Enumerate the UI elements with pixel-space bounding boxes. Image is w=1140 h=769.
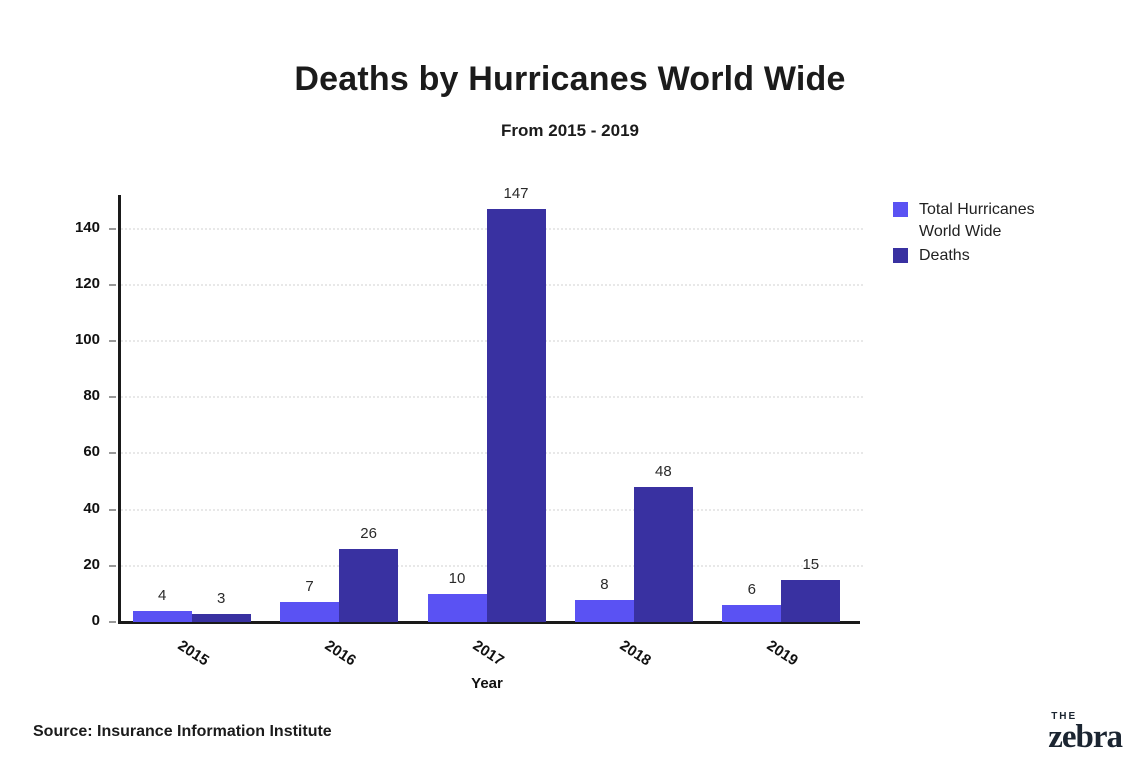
y-axis-line (118, 195, 121, 624)
y-tick-label-140: 140 (74, 218, 100, 236)
y-tick-mark-60 (109, 452, 116, 455)
bar-value-deaths-2016: 26 (360, 524, 377, 542)
zebra-logo-the: THE (1051, 711, 1078, 722)
y-tick-label-100: 100 (74, 331, 100, 349)
y-tick-mark-80 (109, 396, 116, 399)
bar-deaths-2016 (339, 548, 399, 622)
y-tick-mark-100 (109, 340, 116, 343)
bar-value-deaths-2019: 15 (802, 555, 820, 573)
chart-title: Deaths by Hurricanes World Wide (294, 60, 846, 98)
y-tick-label-0: 0 (91, 612, 100, 629)
zebra-logo: THE zebra (1048, 711, 1123, 755)
y-tick-mark-120 (109, 283, 116, 286)
x-tick-label-2018: 2018 (616, 637, 654, 670)
bar-value-deaths-2017: 147 (503, 185, 529, 203)
bar-value-deaths-2018: 48 (655, 463, 672, 481)
bar-value-total-hurricanes-world-wide-2015: 4 (158, 586, 167, 604)
legend-swatch-deaths (893, 248, 908, 263)
bar-total-hurricanes-world-wide-2017 (427, 593, 487, 622)
bar-deaths-2019 (781, 579, 841, 622)
x-tick-label-2015: 2015 (174, 637, 212, 670)
bar-total-hurricanes-world-wide-2019 (722, 605, 782, 622)
legend-swatch-total-hurricanes-world-wide (893, 202, 908, 217)
chart-subtitle: From 2015 - 2019 (501, 121, 639, 140)
y-tick-label-60: 60 (83, 443, 100, 461)
y-tick-mark-0 (109, 621, 116, 623)
y-tick-mark-140 (109, 227, 116, 230)
bar-value-total-hurricanes-world-wide-2016: 7 (305, 578, 314, 596)
x-axis-line (118, 621, 860, 624)
bar-total-hurricanes-world-wide-2016 (280, 602, 340, 622)
x-axis-title: Year (471, 675, 503, 692)
y-tick-label-120: 120 (74, 274, 100, 292)
bar-value-deaths-2015: 3 (217, 589, 226, 607)
zebra-logo-wordmark: zebra (1048, 719, 1123, 755)
x-tick-label-2017: 2017 (469, 637, 507, 670)
bar-value-total-hurricanes-world-wide-2019: 6 (747, 581, 756, 599)
x-tick-label-2019: 2019 (764, 637, 802, 670)
bar-deaths-2018 (633, 487, 693, 622)
x-tick-label-2016: 2016 (321, 637, 360, 670)
bar-deaths-2015 (191, 613, 251, 622)
bar-value-total-hurricanes-world-wide-2017: 10 (448, 569, 466, 587)
y-tick-label-40: 40 (83, 499, 100, 517)
legend-label-total-hurricanes-world-wide: Total Hurricanes World Wide (919, 201, 1035, 240)
y-tick-mark-40 (109, 508, 116, 511)
legend-label-deaths: Deaths (919, 247, 970, 264)
legend-item-total-hurricanes-world-wide: Total Hurricanes World Wide (893, 199, 1063, 243)
bar-deaths-2017 (486, 209, 546, 622)
source-text: Source: Insurance Information Institute (33, 723, 332, 740)
chart-legend: Total Hurricanes World Wide Deaths (893, 199, 1063, 269)
bar-total-hurricanes-world-wide-2018 (574, 599, 634, 622)
bar-value-total-hurricanes-world-wide-2018: 8 (600, 575, 609, 593)
bar-total-hurricanes-world-wide-2015 (132, 610, 192, 622)
y-tick-label-20: 20 (83, 555, 100, 573)
legend-item-deaths: Deaths (893, 245, 1063, 267)
y-tick-label-80: 80 (83, 387, 100, 405)
y-tick-mark-20 (109, 564, 116, 567)
